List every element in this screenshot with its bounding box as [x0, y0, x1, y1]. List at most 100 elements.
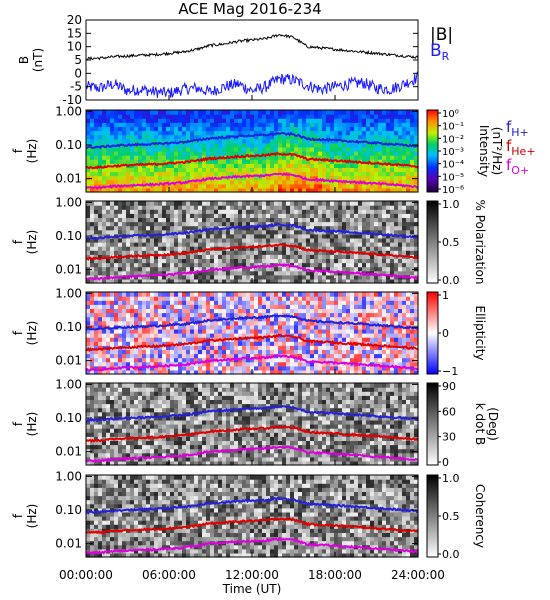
polarization-heat-cell: [262, 242, 267, 247]
polarization-heat-cell: [234, 242, 239, 247]
power-heat-cell: [370, 134, 375, 140]
polarization-heat-cell: [382, 205, 387, 210]
polarization-heat-cell: [210, 262, 215, 268]
power-heat-cell: [370, 122, 375, 127]
power-heat-cell: [114, 171, 119, 177]
polarization-heat-cell: [378, 233, 383, 239]
power-heat-cell: [146, 134, 151, 140]
polarization-heat-cell: [378, 205, 383, 210]
power-heat-cell: [382, 146, 387, 152]
ellipticity-heat-cell: [346, 292, 351, 297]
ellipticity-heat-cell: [350, 304, 355, 309]
power-heat-cell: [314, 130, 319, 136]
power-heat-cell: [282, 187, 287, 193]
power-heat-cell: [134, 151, 139, 156]
ellipticity-heat-cell: [318, 337, 323, 342]
power-heat-cell: [246, 126, 251, 132]
polarization-heat-cell: [190, 217, 195, 223]
power-heat-cell: [206, 126, 211, 132]
ellipticity-heat-cell: [174, 333, 179, 338]
polarization-heat-cell: [378, 250, 383, 255]
power-heat-cell: [198, 187, 203, 193]
ellipticity-heat-cell: [194, 369, 199, 375]
power-heat-cell: [118, 171, 123, 177]
polarization-heat-cell: [354, 274, 359, 280]
polarization-heat-cell: [202, 270, 207, 276]
ellipticity-heat-cell: [334, 292, 339, 297]
polarization-heat-cell: [154, 205, 159, 210]
polarization-heat-cell: [362, 213, 367, 218]
ellipticity-heat-cell: [290, 312, 295, 318]
ellipticity-heat-cell: [86, 353, 91, 359]
power-heat-cell: [410, 114, 415, 119]
polarization-heat-cell: [210, 213, 215, 218]
ellipticity-heat-cell: [314, 292, 319, 297]
polarization-heat-cell: [114, 270, 119, 276]
ellipticity-heat-cell: [282, 308, 287, 314]
ellipticity-heat-cell: [214, 369, 219, 375]
power-heat-cell: [194, 110, 199, 115]
power-heat-cell: [126, 138, 131, 144]
ellipticity-heat-cell: [134, 333, 139, 338]
polarization-heat-cell: [394, 266, 399, 272]
power-heat-cell: [118, 126, 123, 132]
polarization-heat-cell: [114, 266, 119, 272]
polarization-heat-cell: [314, 205, 319, 210]
polarization-heat-cell: [222, 242, 227, 247]
ellipticity-heat-cell: [198, 292, 203, 297]
power-heat-cell: [306, 159, 311, 164]
field-yunit: (nT): [31, 48, 45, 72]
polarization-heat-cell: [322, 254, 327, 259]
power-heat-cell: [226, 179, 231, 185]
power-heat-cell: [86, 126, 91, 132]
ellipticity-heat-cell: [278, 304, 283, 309]
ellipticity-heat-cell: [174, 353, 179, 359]
power-heat-cell: [254, 146, 259, 152]
polarization-heat-cell: [398, 258, 403, 264]
power-heat-cell: [122, 171, 127, 177]
power-heat-cell: [282, 159, 287, 164]
power-heat-cell: [114, 138, 119, 144]
polarization-heat-cell: [186, 278, 191, 284]
power-heat-cell: [130, 126, 135, 132]
polarization-heat-cell: [326, 201, 331, 206]
power-heat-cell: [278, 142, 283, 148]
power-heat-cell: [118, 151, 123, 156]
polarization-heat-cell: [402, 201, 407, 206]
ellipticity-heat-cell: [114, 349, 119, 355]
ellipticity-heat-cell: [226, 353, 231, 359]
ellipticity-heat-cell: [102, 308, 107, 314]
polarization-heat-cell: [386, 246, 391, 251]
polarization-heat-cell: [242, 229, 247, 235]
polarization-heat-cell: [174, 237, 179, 243]
power-heat-cell: [242, 138, 247, 144]
power-heat-cell: [222, 146, 227, 152]
power-heat-cell: [218, 151, 223, 156]
power-heat-cell: [334, 187, 339, 193]
polarization-heat-cell: [298, 270, 303, 276]
ellipticity-heat-cell: [334, 300, 339, 305]
power-heat-cell: [202, 130, 207, 136]
polarization-heat-cell: [98, 225, 103, 231]
power-heat-cell: [150, 155, 155, 160]
ellipticity-heat-cell: [94, 324, 99, 330]
power-heat-cell: [198, 155, 203, 160]
power-heat-cell: [238, 171, 243, 177]
power-heat-cell: [342, 171, 347, 177]
ellipticity-heat-cell: [102, 361, 107, 367]
power-heat-cell: [106, 110, 111, 115]
polarization-heat-cell: [254, 254, 259, 259]
ellipticity-heat-cell: [194, 337, 199, 342]
polarization-heat-cell: [274, 246, 279, 251]
power-heat-cell: [386, 118, 391, 123]
power-heat-cell: [158, 146, 163, 152]
polarization-heat-cell: [134, 233, 139, 239]
polarization-heat-cell: [254, 262, 259, 268]
power-heat-cell: [298, 167, 303, 173]
ellipticity-heat-cell: [394, 341, 399, 346]
polarization-heat-cell: [102, 237, 107, 243]
ellipticity-heat-cell: [206, 324, 211, 330]
power-heat-cell: [130, 175, 135, 181]
power-heat-cell: [414, 167, 419, 173]
ellipticity-heat-cell: [274, 349, 279, 355]
